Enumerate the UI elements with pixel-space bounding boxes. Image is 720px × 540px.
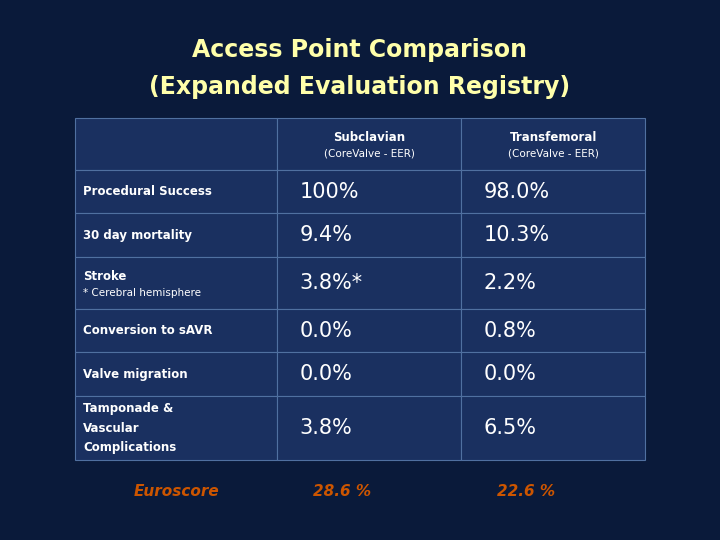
Bar	[277, 396, 462, 460]
Text: 10.3%: 10.3%	[484, 225, 549, 245]
Bar	[462, 353, 645, 396]
Text: 2.2%: 2.2%	[484, 273, 536, 293]
Bar	[462, 213, 645, 257]
Bar	[75, 118, 277, 170]
Text: 30 day mortality: 30 day mortality	[83, 229, 192, 242]
Bar	[277, 170, 462, 213]
Text: Conversion to sAVR: Conversion to sAVR	[83, 324, 212, 337]
Text: Euroscore: Euroscore	[133, 484, 219, 500]
Text: 0.8%: 0.8%	[484, 321, 536, 341]
Text: 0.0%: 0.0%	[300, 364, 352, 384]
Text: Transfemoral: Transfemoral	[510, 131, 597, 144]
Text: Vascular: Vascular	[83, 422, 140, 435]
Text: 0.0%: 0.0%	[484, 364, 536, 384]
Bar	[462, 170, 645, 213]
Bar	[75, 309, 277, 353]
Text: Valve migration: Valve migration	[83, 368, 188, 381]
Bar	[462, 309, 645, 353]
Bar	[75, 353, 277, 396]
Text: (CoreValve - EER): (CoreValve - EER)	[324, 148, 415, 158]
Text: Tamponade &: Tamponade &	[83, 402, 174, 415]
Text: 3.8%: 3.8%	[300, 418, 352, 438]
Bar	[462, 257, 645, 309]
Text: 9.4%: 9.4%	[300, 225, 353, 245]
Bar	[462, 396, 645, 460]
Bar	[75, 396, 277, 460]
Text: (Expanded Evaluation Registry): (Expanded Evaluation Registry)	[150, 75, 570, 99]
Text: (CoreValve - EER): (CoreValve - EER)	[508, 148, 598, 158]
Bar	[277, 213, 462, 257]
Text: Procedural Success: Procedural Success	[83, 185, 212, 198]
Bar	[277, 309, 462, 353]
Bar	[462, 118, 645, 170]
Text: 22.6 %: 22.6 %	[497, 484, 555, 500]
Text: 0.0%: 0.0%	[300, 321, 352, 341]
Text: 3.8%*: 3.8%*	[300, 273, 363, 293]
Text: 6.5%: 6.5%	[484, 418, 536, 438]
Text: Complications: Complications	[83, 441, 176, 454]
Text: 100%: 100%	[300, 181, 359, 201]
Text: Subclavian: Subclavian	[333, 131, 405, 144]
Bar	[277, 353, 462, 396]
Text: 98.0%: 98.0%	[484, 181, 549, 201]
Bar	[75, 170, 277, 213]
Bar	[75, 257, 277, 309]
Bar	[277, 257, 462, 309]
Text: 28.6 %: 28.6 %	[312, 484, 371, 500]
Text: Stroke: Stroke	[83, 270, 127, 283]
Text: Access Point Comparison: Access Point Comparison	[192, 38, 528, 62]
Bar	[75, 213, 277, 257]
Text: * Cerebral hemisphere: * Cerebral hemisphere	[83, 288, 201, 298]
Bar	[277, 118, 462, 170]
